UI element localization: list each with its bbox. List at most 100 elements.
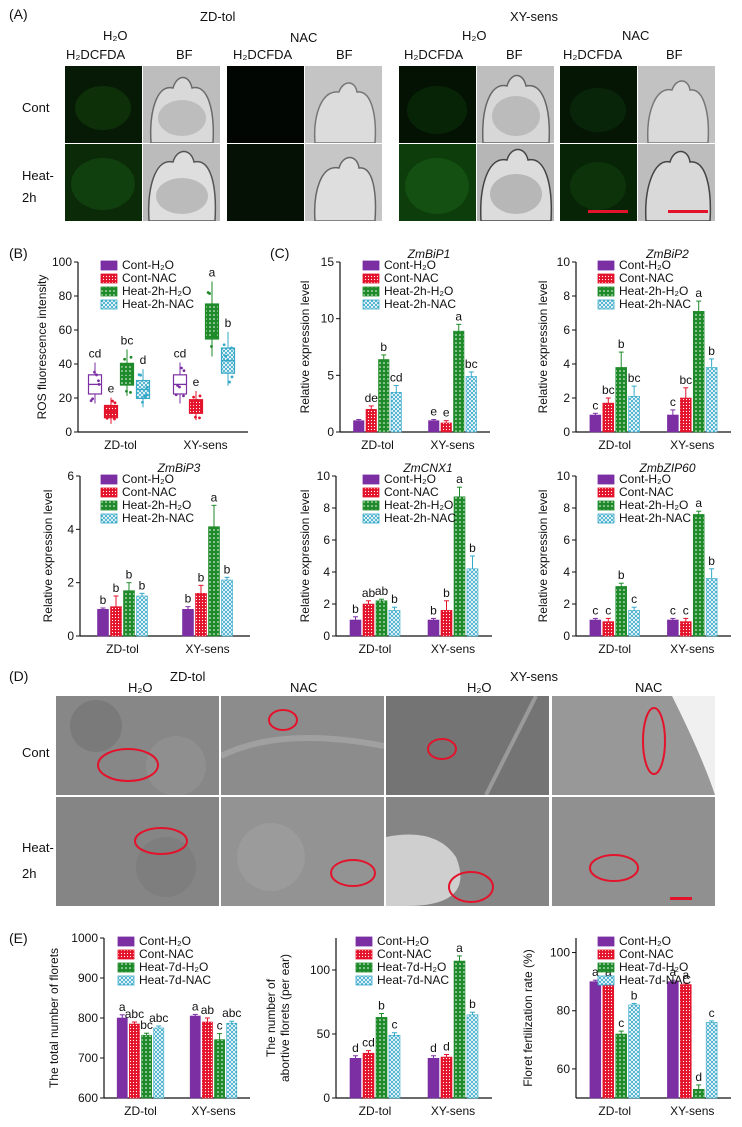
panel-c-letter: (C): [270, 245, 290, 261]
legend-label: Heat-2h-H₂O: [122, 284, 191, 298]
y-tick-label: 2: [563, 597, 570, 611]
significance-letter: c: [592, 398, 598, 412]
bar: [667, 619, 679, 637]
significance-letter: b: [708, 344, 715, 358]
significance-letter: cd: [362, 1036, 375, 1050]
significance-letter: b: [443, 586, 450, 600]
data-point: [141, 400, 144, 404]
panel-d-letter: (D): [9, 668, 29, 684]
y-axis-title: Relative expression level: [41, 490, 55, 623]
bar: [375, 600, 388, 637]
x-tick-label: XY-sens: [185, 642, 229, 656]
chart-zmbzip60: 0 2 4 6 8 10 Relative expression level ZmbZIP60…: [536, 461, 731, 656]
panel-a-treatment: H₂O: [103, 28, 128, 43]
significance-letter: c: [670, 603, 676, 617]
legend-label: Heat-7d-NAC: [139, 973, 211, 987]
significance-letter: cd: [390, 371, 403, 385]
panel-a-channel: BF: [176, 47, 193, 62]
y-tick-label: 700: [78, 1051, 98, 1065]
legend-swatch: [355, 962, 373, 973]
y-tick-label: 60: [557, 1062, 571, 1076]
panel-a-channel: BF: [336, 47, 353, 62]
bar: [705, 578, 718, 637]
legend-swatch: [597, 975, 615, 986]
bar: [202, 1021, 213, 1099]
legend-swatch: [362, 299, 380, 310]
legend-label: Cont-NAC: [619, 947, 674, 961]
bar: [378, 359, 390, 433]
legend-label: Cont-NAC: [384, 271, 439, 285]
legend-label: Cont-H₂O: [122, 472, 174, 486]
chart-title: ZmBiP2: [645, 247, 689, 261]
significance-letter: b: [618, 568, 625, 582]
data-point: [208, 292, 211, 295]
y-axis-title: The total number of florets: [47, 948, 61, 1088]
significance-letter: abc: [125, 1007, 144, 1021]
panel-a-group-xy: XY-sens: [510, 9, 558, 24]
bar: [602, 402, 615, 433]
bar: [705, 367, 718, 433]
legend-swatch: [100, 273, 118, 284]
bar: [615, 586, 627, 637]
bar: [680, 397, 692, 433]
bar: [388, 1034, 401, 1099]
x-tick-label: ZD-tol: [598, 1104, 631, 1118]
significance-letter: b: [113, 581, 120, 595]
significance-letter: de: [365, 391, 379, 405]
legend-label: Cont-H₂O: [122, 258, 174, 272]
data-point: [190, 401, 194, 405]
bar: [680, 621, 692, 637]
panel-d-treatment: H₂O: [467, 680, 492, 695]
significance-letter: b: [469, 997, 476, 1011]
data-point: [93, 370, 96, 374]
significance-letter: cd: [89, 347, 102, 361]
chart-zmbip2: 0 2 4 6 8 10 Relative expression level ZmBiP2 ZD…: [536, 247, 731, 452]
y-tick-label: 800: [78, 1011, 98, 1025]
y-axis-title: Relative expression level: [298, 281, 312, 414]
significance-letter: b: [100, 593, 107, 607]
significance-letter: c: [592, 603, 598, 617]
y-tick-label: 0: [65, 425, 72, 439]
legend-label: Cont-NAC: [619, 485, 674, 499]
y-tick-label: 4: [563, 357, 570, 371]
x-tick-label: ZD-tol: [361, 438, 394, 452]
significance-letter: bc: [140, 1018, 153, 1032]
significance-letter: b: [708, 554, 715, 568]
panel-a-channel: BF: [506, 47, 523, 62]
bar: [110, 606, 122, 637]
y-tick-label: 2: [563, 391, 570, 405]
y-tick-label: 5: [327, 368, 334, 382]
legend-swatch: [100, 260, 118, 271]
chart-title: ZmBiP1: [407, 247, 451, 261]
y-tick-label: 2: [323, 597, 330, 611]
significance-letter: b: [430, 603, 437, 617]
micrograph: [386, 696, 549, 795]
legend-swatch: [100, 513, 118, 524]
significance-letter: ab: [201, 1003, 215, 1017]
legend-label: Cont-H₂O: [619, 934, 671, 948]
panel-a-channel: H₂DCFDA: [563, 47, 623, 62]
panel-d-group-xy: XY-sens: [510, 669, 558, 684]
bar: [365, 409, 377, 433]
significance-letter: b: [378, 999, 385, 1013]
legend-swatch: [597, 949, 615, 960]
significance-letter: b: [631, 988, 638, 1002]
significance-letter: c: [683, 603, 689, 617]
significance-letter: c: [618, 1016, 624, 1030]
panel-a-row-label: Cont: [22, 100, 50, 115]
legend-swatch: [355, 949, 373, 960]
significance-letter: b: [618, 337, 625, 351]
micrograph: [56, 696, 219, 795]
significance-letter: cd: [174, 347, 187, 361]
data-point: [230, 346, 233, 350]
bar: [362, 603, 375, 637]
legend-swatch: [597, 500, 615, 511]
significance-letter: b: [380, 340, 387, 354]
legend-swatch: [100, 299, 118, 310]
data-point: [129, 391, 132, 394]
data-point: [91, 397, 94, 401]
y-tick-label: 4: [563, 565, 570, 579]
legend-swatch: [362, 286, 380, 297]
x-tick-label: ZD-tol: [359, 1104, 392, 1118]
chart-fertilization-rate: 60 80 100 Floret fertilization rate (%) ZD-t…: [521, 934, 731, 1118]
